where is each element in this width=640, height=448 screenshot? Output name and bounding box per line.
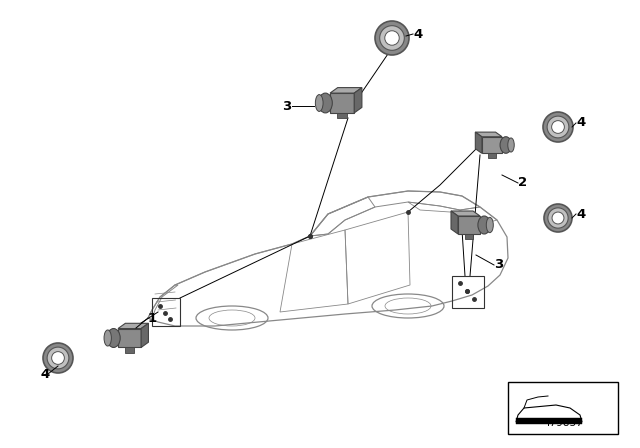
Ellipse shape xyxy=(43,343,73,373)
Text: 4: 4 xyxy=(413,27,422,40)
Text: 4: 4 xyxy=(576,207,585,220)
Ellipse shape xyxy=(478,216,490,234)
Polygon shape xyxy=(458,216,480,234)
Text: 2: 2 xyxy=(518,177,527,190)
Ellipse shape xyxy=(508,138,514,152)
Polygon shape xyxy=(451,211,480,216)
Polygon shape xyxy=(476,132,482,153)
Ellipse shape xyxy=(380,26,404,50)
Ellipse shape xyxy=(385,31,399,45)
Polygon shape xyxy=(465,234,474,239)
Polygon shape xyxy=(118,328,141,348)
Polygon shape xyxy=(330,88,362,93)
Polygon shape xyxy=(330,93,354,113)
Ellipse shape xyxy=(52,352,65,364)
Ellipse shape xyxy=(552,121,564,134)
Ellipse shape xyxy=(107,328,120,348)
Ellipse shape xyxy=(500,137,511,153)
Polygon shape xyxy=(337,113,347,118)
Text: 3: 3 xyxy=(494,258,503,271)
Ellipse shape xyxy=(543,112,573,142)
Polygon shape xyxy=(354,88,362,113)
Text: 3: 3 xyxy=(282,99,291,112)
Ellipse shape xyxy=(47,347,69,369)
Ellipse shape xyxy=(486,217,493,233)
Polygon shape xyxy=(488,153,496,158)
Text: 479837: 479837 xyxy=(543,418,583,428)
Ellipse shape xyxy=(375,21,409,55)
Text: 4: 4 xyxy=(40,369,49,382)
Ellipse shape xyxy=(552,212,564,224)
Polygon shape xyxy=(482,137,502,153)
Polygon shape xyxy=(476,132,502,137)
Polygon shape xyxy=(125,348,134,353)
Ellipse shape xyxy=(316,95,323,112)
Ellipse shape xyxy=(548,208,568,228)
Polygon shape xyxy=(451,211,458,234)
Text: 1: 1 xyxy=(148,311,157,324)
Bar xyxy=(516,418,582,424)
Ellipse shape xyxy=(544,204,572,232)
Polygon shape xyxy=(118,323,148,328)
Bar xyxy=(508,382,618,434)
Ellipse shape xyxy=(547,116,569,138)
Polygon shape xyxy=(141,323,148,348)
Ellipse shape xyxy=(104,330,111,346)
Ellipse shape xyxy=(319,93,332,113)
Text: 4: 4 xyxy=(576,116,585,129)
